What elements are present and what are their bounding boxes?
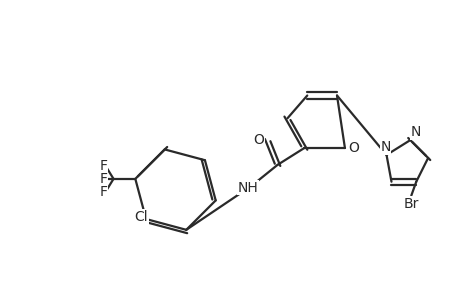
Text: NH: NH [237,181,257,195]
Text: N: N [410,125,420,139]
Text: F: F [100,185,107,199]
Text: N: N [380,140,390,154]
Text: O: O [253,133,263,147]
Text: Cl: Cl [134,210,148,224]
Text: Br: Br [403,196,418,211]
Text: F: F [100,172,107,186]
Text: O: O [347,141,358,155]
Text: F: F [100,159,107,173]
